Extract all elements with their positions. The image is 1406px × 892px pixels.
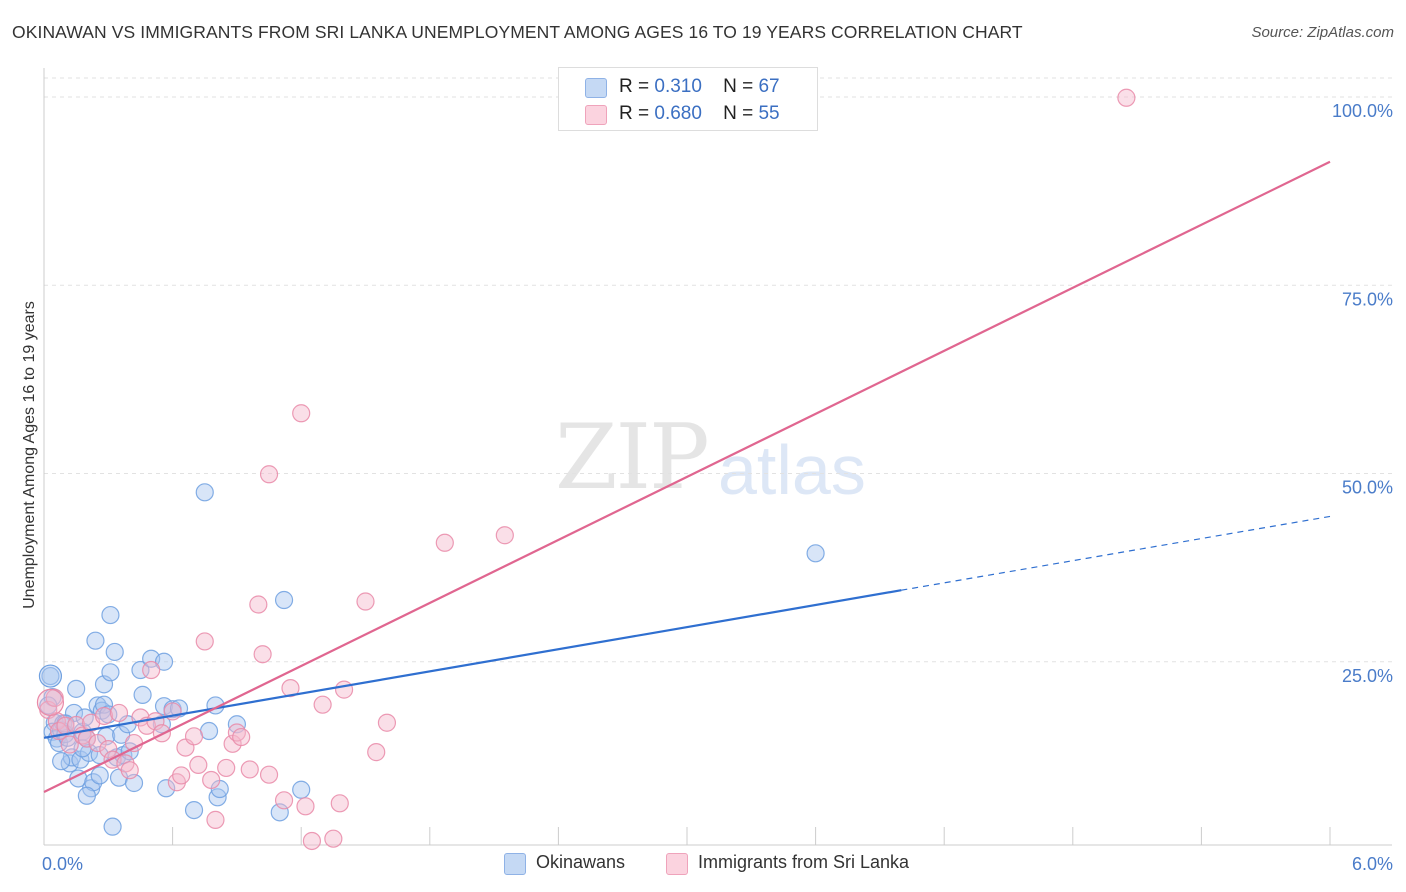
y-tick-label: 100.0%: [1332, 101, 1393, 121]
sri-lanka-point: [88, 733, 107, 753]
sri-lanka-point: [240, 760, 259, 779]
okinawan-point: [103, 817, 122, 836]
sri-lanka-point: [109, 703, 129, 723]
sri-lanka-point: [274, 791, 294, 810]
y-tick-label: 50.0%: [1342, 478, 1393, 498]
sri-lanka-point: [313, 695, 332, 714]
watermark-zip: ZIP: [555, 405, 710, 510]
watermark-atlas: atlas: [718, 431, 866, 509]
legend-r-value: 0.680: [654, 103, 702, 124]
okinawan-point: [157, 779, 176, 798]
x-tick-label-end: 6.0%: [1352, 854, 1393, 874]
okinawan-point: [112, 725, 131, 744]
sri-lanka-point: [232, 727, 251, 747]
sri-lanka-point: [281, 679, 300, 698]
okinawan-point: [292, 780, 311, 799]
sri-lanka-trend-line: [43, 160, 1331, 794]
chart-title: OKINAWAN VS IMMIGRANTS FROM SRI LANKA UN…: [12, 22, 1023, 42]
sri-lanka-point: [356, 592, 375, 611]
sri-lanka-point: [324, 829, 343, 848]
sri-lanka-point: [142, 660, 161, 680]
sri-lanka-point: [296, 797, 315, 816]
okinawan-point: [101, 663, 120, 682]
sri-lanka-point: [99, 739, 118, 759]
sri-lanka-point: [60, 735, 79, 754]
bottom-legend-label-okinawans: Okinawans: [536, 852, 626, 872]
sri-lanka-point: [36, 688, 65, 717]
okinawan-point: [133, 685, 152, 704]
okinawan-point: [39, 696, 58, 715]
legend-r-label: R =: [619, 103, 650, 124]
okinawan-point: [86, 631, 105, 650]
okinawan-point: [41, 666, 60, 686]
legend-swatch-sri-lanka: [585, 105, 607, 125]
bottom-legend-swatch-sri-lanka: [666, 853, 688, 875]
x-tick-label-start: 0.0%: [42, 854, 83, 874]
okinawan-point: [270, 803, 289, 822]
sri-lanka-point: [495, 526, 514, 545]
sri-lanka-point: [67, 715, 86, 735]
sri-lanka-point: [94, 706, 114, 726]
sri-lanka-point: [367, 743, 386, 762]
sri-lanka-point: [189, 755, 208, 775]
sri-lanka-point: [435, 533, 454, 552]
bottom-legend-label-sri-lanka: Immigrants from Sri Lanka: [698, 852, 910, 872]
sri-lanka-point: [334, 680, 354, 699]
okinawan-point: [38, 664, 63, 688]
sri-lanka-point: [302, 831, 322, 851]
okinawan-point: [274, 590, 294, 610]
sri-lanka-point: [217, 758, 236, 778]
legend-r-label: R =: [619, 76, 650, 97]
legend-n-value: 67: [758, 76, 780, 97]
okinawan-trend-extension: [901, 515, 1331, 591]
okinawan-point: [52, 752, 71, 771]
okinawan-point: [90, 766, 109, 785]
sri-lanka-point: [184, 727, 204, 746]
sri-lanka-point: [202, 770, 221, 790]
sri-lanka-point: [1117, 88, 1136, 107]
sri-lanka-point: [195, 632, 214, 651]
okinawan-point: [154, 652, 174, 671]
okinawan-point: [105, 642, 124, 662]
okinawan-point: [131, 660, 150, 680]
sri-lanka-point: [330, 794, 349, 813]
okinawan-point: [101, 605, 120, 625]
y-tick-label: 75.0%: [1342, 289, 1393, 309]
sri-lanka-point: [206, 810, 225, 829]
sri-lanka-point: [259, 765, 279, 784]
okinawan-point: [67, 679, 86, 698]
sri-lanka-point: [259, 465, 279, 484]
source-label: Source: ZipAtlas.com: [1251, 24, 1394, 41]
legend-r-value: 0.310: [654, 76, 702, 97]
okinawan-trend-line: [43, 589, 902, 739]
bottom-legend-swatch-okinawans: [504, 853, 526, 875]
sri-lanka-point: [249, 595, 268, 614]
correlation-legend: R = 0.310 N = 67 R = 0.680 N = 55: [558, 67, 818, 131]
okinawan-point: [806, 544, 825, 563]
okinawan-point: [77, 786, 96, 805]
sri-lanka-point: [120, 761, 139, 780]
sri-lanka-point: [172, 766, 191, 785]
legend-n-label: N =: [723, 103, 754, 124]
y-tick-label: 25.0%: [1342, 666, 1393, 686]
okinawan-point: [195, 483, 214, 502]
legend-n-value: 55: [758, 103, 780, 124]
sri-lanka-point: [377, 713, 397, 732]
legend-n-label: N =: [723, 76, 754, 97]
sri-lanka-point: [253, 645, 272, 664]
okinawan-point: [184, 800, 204, 820]
legend-swatch-okinawans: [585, 78, 607, 98]
sri-lanka-point: [292, 404, 311, 423]
